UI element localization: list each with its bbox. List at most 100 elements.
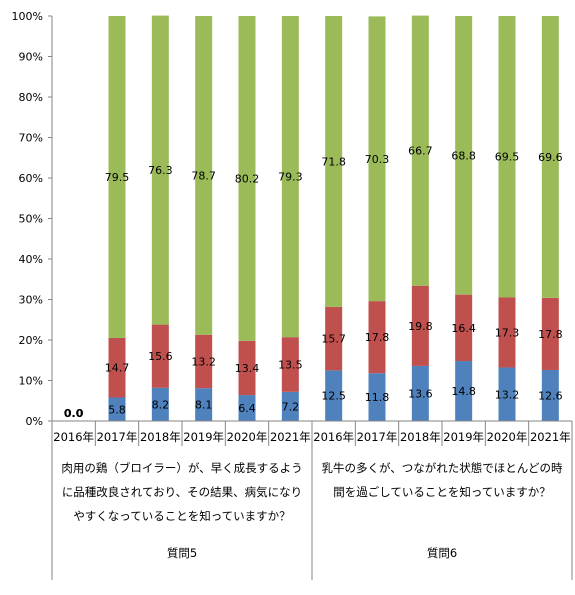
bar-segment: [108, 16, 126, 338]
y-tick-label: 60%: [19, 172, 43, 185]
y-tick-label: 80%: [19, 91, 43, 104]
bar-segment: [238, 16, 256, 341]
y-tick-label: 10%: [19, 375, 43, 388]
bar-segment: [541, 297, 559, 370]
y-tick-label: 30%: [19, 294, 43, 307]
data-label: 12.6: [538, 389, 563, 402]
bar-segment: [151, 387, 169, 421]
data-label: 69.5: [495, 151, 520, 164]
bar-segment: [238, 395, 256, 421]
bar-segment: [498, 16, 516, 298]
data-label: 66.7: [408, 145, 433, 158]
group-question-line: 乳牛の多くが、つながれた状態でほとんどの時: [322, 461, 563, 475]
data-label: 13.2: [191, 355, 216, 368]
data-label: 70.3: [365, 153, 390, 166]
bar-segment: [238, 340, 256, 396]
bar-segment: [498, 297, 516, 368]
x-category-label: 2017年: [357, 430, 398, 444]
bar-segment: [195, 334, 213, 389]
data-label: 8.2: [152, 398, 170, 411]
group-label: 質問5: [167, 546, 197, 560]
bar-segment: [281, 391, 299, 421]
x-category-label: 2016年: [313, 430, 354, 444]
data-label: 19.8: [408, 320, 433, 333]
data-label: 78.7: [191, 169, 216, 182]
bar-segment: [151, 15, 169, 325]
bar-segment: [455, 361, 473, 421]
x-category-label: 2018年: [400, 430, 441, 444]
data-label: 71.8: [321, 155, 346, 168]
bar-segment: [151, 324, 169, 388]
data-label: 14.8: [451, 385, 476, 398]
data-label: 8.1: [195, 399, 213, 412]
group-question-line: やすくなっていることを知っていますか？: [73, 509, 290, 523]
group-label: 質問6: [427, 546, 457, 560]
data-label: 7.2: [282, 400, 300, 413]
x-category-label: 2019年: [183, 430, 224, 444]
x-category-label: 2020年: [227, 430, 268, 444]
data-label: 6.4: [238, 402, 256, 415]
x-category-label: 2016年: [53, 430, 94, 444]
data-label: 15.7: [321, 333, 346, 346]
bar-segment: [541, 369, 559, 421]
data-label: 16.4: [451, 322, 476, 335]
data-label: 68.8: [451, 149, 476, 162]
x-category-label: 2021年: [530, 430, 571, 444]
data-label: 80.2: [235, 172, 260, 185]
y-tick-label: 70%: [19, 132, 43, 145]
group-question-line: に品種改良されており、その結果、病気になり: [62, 485, 302, 499]
bar-segment: [455, 16, 473, 295]
data-label: 11.8: [365, 391, 390, 404]
bar-segment: [281, 16, 299, 338]
data-label-zero: 0.0: [64, 407, 84, 420]
data-label: 17.3: [495, 327, 520, 340]
data-label: 79.5: [105, 171, 130, 184]
bar-segment: [498, 367, 516, 421]
bar-segment: [325, 16, 343, 307]
bar-segment: [108, 337, 126, 398]
bar-segment: [411, 285, 429, 366]
x-category-label: 2021年: [270, 430, 311, 444]
data-label: 13.6: [408, 387, 433, 400]
data-label-zero: 0.0: [64, 407, 84, 420]
data-label: 13.5: [278, 359, 303, 372]
bar-segment: [325, 306, 343, 371]
bar-segment: [455, 294, 473, 362]
group-question-line: 間を過ごしていることを知っていますか？: [333, 485, 551, 499]
bar-segment: [368, 373, 386, 421]
y-tick-label: 90%: [19, 51, 43, 64]
bar-segment: [108, 397, 126, 421]
y-tick-label: 100%: [12, 10, 43, 23]
y-tick-label: 50%: [19, 213, 43, 226]
data-label: 5.8: [108, 403, 126, 416]
x-category-label: 2018年: [140, 430, 181, 444]
bar-segment: [411, 15, 429, 286]
bar-segment: [541, 16, 559, 298]
y-tick-label: 40%: [19, 253, 43, 266]
x-category-label: 2020年: [487, 430, 528, 444]
bar-segment: [195, 388, 213, 421]
bar-segment: [325, 370, 343, 421]
data-label: 17.8: [538, 328, 563, 341]
group-question-line: 肉用の鶏（ブロイラー）が、早く成長するよう: [61, 461, 302, 475]
data-label: 69.6: [538, 151, 563, 164]
x-category-label: 2017年: [97, 430, 138, 444]
bar-segment: [195, 16, 213, 335]
data-label: 12.5: [321, 390, 346, 403]
data-label: 13.2: [495, 388, 520, 401]
bar-segment: [411, 365, 429, 421]
y-tick-label: 0%: [26, 415, 43, 428]
bar-segment: [281, 337, 299, 392]
data-label: 17.8: [365, 331, 390, 344]
y-tick-label: 20%: [19, 334, 43, 347]
data-label: 76.3: [148, 164, 173, 177]
data-label: 13.4: [235, 362, 260, 375]
data-label: 14.7: [105, 362, 130, 375]
x-category-label: 2019年: [443, 430, 484, 444]
data-label: 79.3: [278, 171, 303, 184]
bar-segment: [368, 301, 386, 374]
data-label: 15.6: [148, 350, 173, 363]
bar-segment: [368, 16, 386, 302]
